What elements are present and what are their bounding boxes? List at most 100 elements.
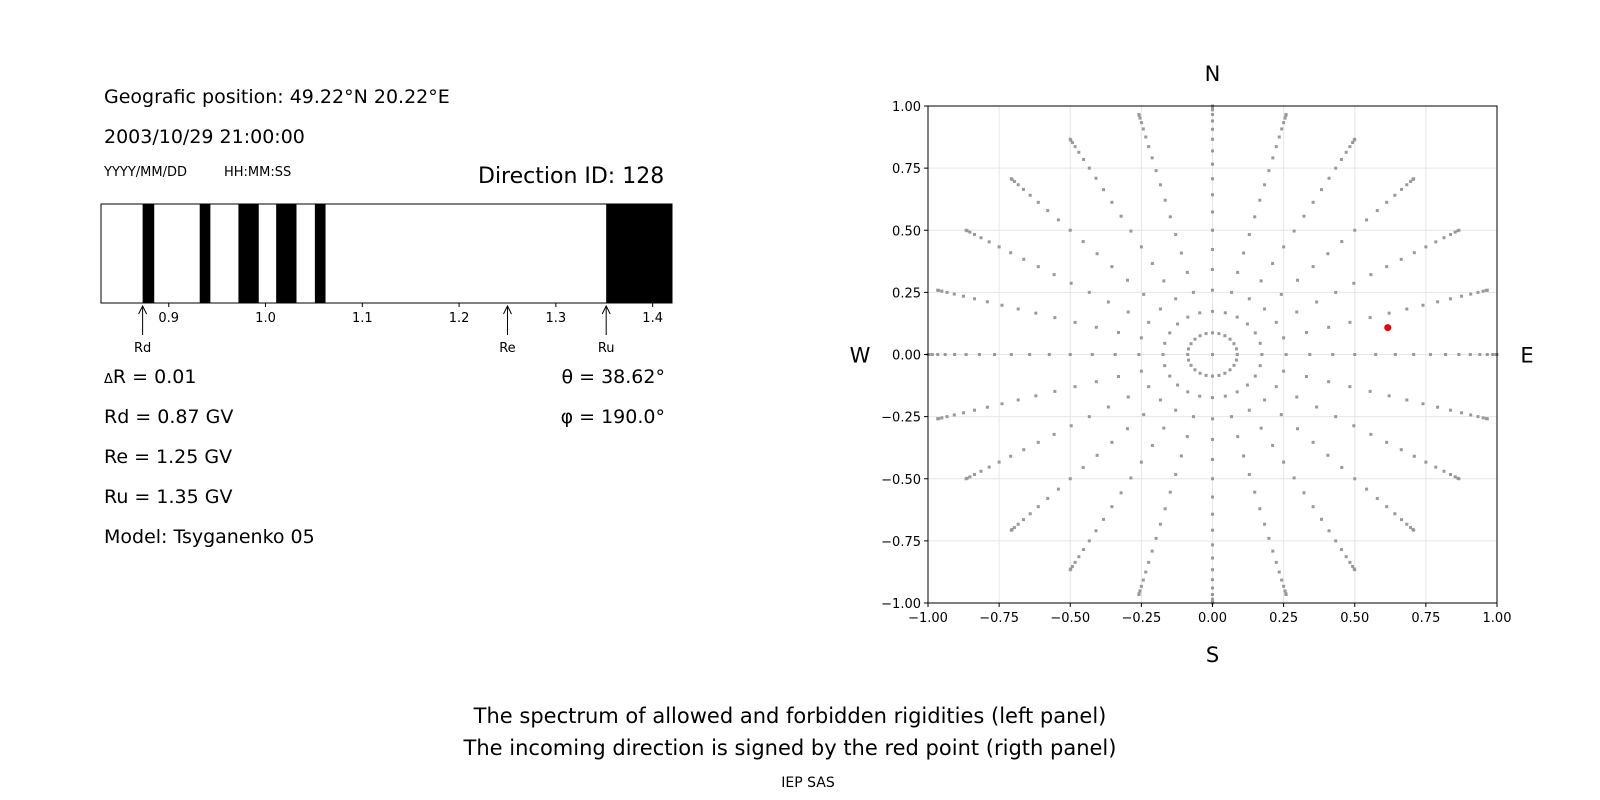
- grid-point: [985, 405, 989, 409]
- grid-point: [943, 353, 947, 356]
- grid-point: [1457, 228, 1461, 232]
- grid-point: [1056, 218, 1060, 222]
- y-tick-label: −0.50: [881, 473, 921, 488]
- grid-point: [1094, 380, 1098, 384]
- grid-point: [1405, 398, 1409, 402]
- y-tick-label: 1.00: [892, 100, 921, 115]
- grid-point: [1198, 334, 1202, 338]
- x-tick-label: 1.00: [1483, 611, 1512, 626]
- grid-point: [1191, 415, 1195, 419]
- grid-point: [1174, 232, 1178, 236]
- grid-point: [1185, 435, 1189, 439]
- grid-point: [1158, 398, 1162, 402]
- grid-point: [1478, 353, 1482, 356]
- grid-point: [1179, 454, 1183, 458]
- grid-point: [1385, 440, 1389, 444]
- grid-point: [1263, 398, 1267, 402]
- grid-point: [1344, 555, 1348, 559]
- grid-point: [1282, 584, 1286, 588]
- grid-point: [1193, 337, 1197, 341]
- grid-point: [1368, 389, 1372, 393]
- grid-point: [1296, 427, 1300, 431]
- grid-point: [1186, 315, 1190, 319]
- grid-point: [1211, 417, 1214, 421]
- grid-point: [1315, 405, 1319, 409]
- grid-point: [1263, 183, 1267, 187]
- grid-point: [1271, 549, 1275, 553]
- grid-point: [1242, 251, 1246, 255]
- grid-point: [1168, 374, 1172, 378]
- x-tick-label: −0.75: [979, 611, 1019, 626]
- grid-point: [1138, 589, 1142, 593]
- grid-point: [1053, 389, 1057, 393]
- grid-point: [1154, 536, 1158, 540]
- grid-point: [1253, 374, 1257, 378]
- grid-point: [1211, 210, 1214, 214]
- grid-point: [1400, 518, 1404, 522]
- grid-point: [1302, 214, 1306, 218]
- grid-point: [1073, 385, 1077, 389]
- grid-point: [1387, 394, 1391, 398]
- grid-point: [953, 353, 957, 356]
- grid-point: [1211, 228, 1214, 232]
- compass-south: S: [1206, 643, 1219, 667]
- y-tick-label: −0.75: [881, 535, 921, 550]
- grid-point: [1126, 395, 1130, 399]
- grid-point: [1176, 383, 1180, 387]
- grid-point: [1245, 383, 1249, 387]
- grid-point: [1094, 176, 1098, 180]
- grid-point: [1193, 368, 1197, 372]
- grid-point: [1147, 145, 1151, 149]
- marker-label-re: Re: [499, 341, 515, 356]
- grid-point: [1448, 297, 1452, 301]
- grid-point: [1028, 512, 1032, 516]
- grid-point: [1147, 320, 1151, 324]
- grid-point: [1296, 278, 1300, 282]
- grid-point: [1217, 373, 1221, 377]
- grid-point: [1258, 198, 1262, 202]
- grid-point: [1295, 310, 1299, 314]
- grid-point: [1139, 460, 1143, 464]
- grid-point: [1139, 336, 1143, 340]
- forbidden-band: [199, 204, 211, 303]
- grid-point: [1282, 369, 1286, 373]
- delta-r-text: R = 0.01: [112, 366, 197, 388]
- grid-point: [1110, 265, 1114, 269]
- grid-point: [1284, 593, 1288, 597]
- delta-r-value: ΔR = 0.01: [104, 366, 196, 388]
- marker-label-rd: Rd: [134, 341, 151, 356]
- grid-point: [1138, 116, 1142, 120]
- grid-point: [1087, 415, 1091, 419]
- grid-point: [1319, 517, 1323, 521]
- grid-point: [1258, 507, 1262, 511]
- grid-point: [1326, 252, 1330, 256]
- grid-point: [1186, 390, 1190, 394]
- grid-point: [936, 353, 940, 356]
- grid-point: [1295, 395, 1299, 399]
- grid-point: [1198, 311, 1202, 315]
- grid-point: [1351, 141, 1355, 145]
- grid-point: [1052, 432, 1056, 436]
- grid-point: [1204, 332, 1208, 336]
- grid-point: [1211, 528, 1214, 532]
- grid-point: [1211, 495, 1214, 499]
- grid-point: [1232, 342, 1236, 346]
- grid-point: [1277, 135, 1281, 139]
- grid-point: [1234, 358, 1238, 362]
- grid-point: [1158, 307, 1162, 311]
- grid-point: [1081, 465, 1085, 469]
- grid-point: [1331, 353, 1335, 356]
- grid-point: [1087, 166, 1091, 170]
- grid-point: [1211, 578, 1214, 582]
- x-tick-label: 1.2: [449, 311, 470, 326]
- grid-point: [1163, 507, 1167, 511]
- grid-point: [1142, 413, 1146, 417]
- grid-point: [1106, 300, 1110, 304]
- grid-point: [1125, 278, 1129, 282]
- grid-point: [1090, 353, 1094, 356]
- grid-point: [1405, 183, 1409, 187]
- grid-point: [1468, 353, 1472, 356]
- grid-point: [1375, 496, 1379, 500]
- credit: IEP SAS: [781, 775, 835, 791]
- grid-point: [1161, 353, 1165, 356]
